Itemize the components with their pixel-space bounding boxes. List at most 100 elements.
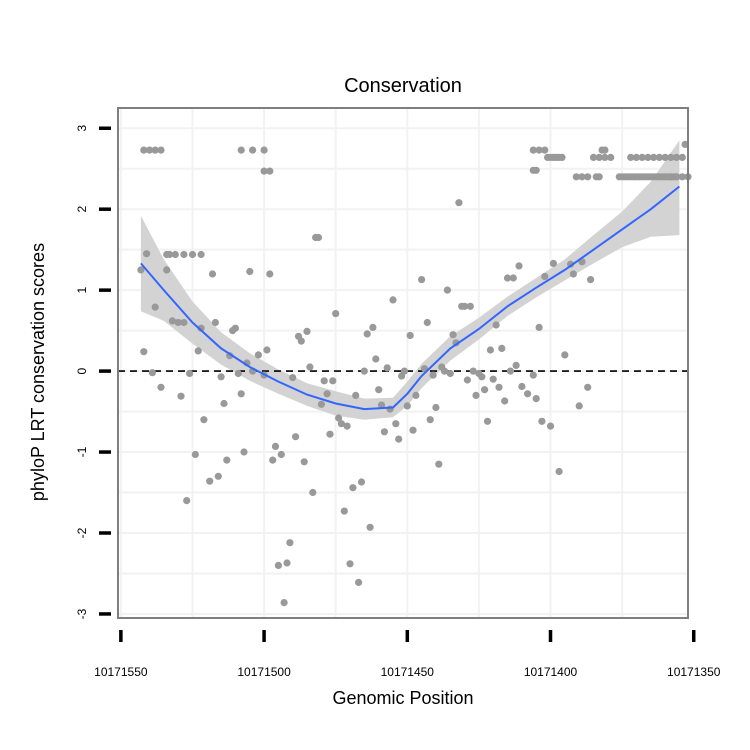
- data-point: [432, 403, 440, 412]
- data-point: [266, 270, 274, 278]
- data-point: [137, 266, 145, 274]
- x-tick-label: 10171500: [237, 665, 291, 679]
- data-point: [309, 488, 317, 497]
- data-point: [678, 173, 686, 181]
- data-point: [512, 361, 520, 369]
- data-point: [535, 323, 543, 331]
- data-point: [655, 153, 664, 161]
- data-point: [489, 375, 497, 383]
- data-point: [237, 390, 245, 398]
- data-point: [549, 259, 558, 267]
- data-point: [541, 272, 549, 280]
- plot-panel: [118, 108, 688, 618]
- data-point: [303, 327, 311, 335]
- data-point: [340, 507, 348, 515]
- data-point: [217, 373, 225, 381]
- data-point: [595, 153, 603, 161]
- y-tick-label: 2: [75, 206, 89, 213]
- data-point: [589, 153, 598, 161]
- data-point: [541, 146, 549, 154]
- y-tick-label: -1: [75, 446, 89, 457]
- data-point: [335, 414, 343, 422]
- data-point: [601, 153, 609, 161]
- data-point: [449, 331, 457, 339]
- data-point: [546, 422, 555, 430]
- data-point: [678, 153, 686, 161]
- data-point: [400, 367, 408, 375]
- data-point: [352, 391, 360, 399]
- data-point: [223, 456, 231, 464]
- data-point: [383, 364, 391, 372]
- data-point: [429, 371, 437, 379]
- data-point: [377, 401, 386, 409]
- data-point: [558, 153, 566, 161]
- data-point: [191, 450, 199, 459]
- data-point: [486, 346, 494, 354]
- data-point: [174, 318, 182, 327]
- data-point: [145, 146, 154, 154]
- data-point: [463, 376, 471, 384]
- data-point: [595, 173, 603, 181]
- y-tick-label: -3: [75, 608, 89, 619]
- data-point: [483, 417, 492, 425]
- data-point: [681, 140, 689, 148]
- data-point: [306, 363, 314, 371]
- data-point: [650, 153, 658, 161]
- x-tick-label: 10171350: [667, 665, 721, 679]
- data-point: [297, 337, 305, 345]
- data-point: [168, 317, 176, 325]
- data-point: [332, 310, 340, 318]
- data-point: [638, 153, 646, 161]
- data-point: [395, 435, 403, 443]
- data-point: [200, 416, 208, 424]
- data-point: [197, 250, 205, 259]
- data-point: [151, 303, 159, 311]
- x-tick-label: 10171400: [524, 665, 578, 679]
- data-point: [466, 302, 474, 310]
- x-tick-label: 10171550: [94, 665, 148, 679]
- data-point: [254, 351, 262, 359]
- data-point: [157, 383, 165, 391]
- data-point: [194, 347, 202, 355]
- data-point: [237, 146, 245, 154]
- data-point: [329, 377, 337, 385]
- data-point: [343, 422, 351, 430]
- y-tick-label: 1: [75, 286, 89, 293]
- data-point: [375, 386, 383, 394]
- data-point: [498, 344, 506, 352]
- data-point: [372, 355, 380, 363]
- data-point: [369, 323, 377, 331]
- x-axis-ticks: 10171550 10171500 10171450 10171400 10171350: [94, 630, 721, 679]
- data-point: [503, 274, 512, 282]
- data-point: [320, 377, 328, 385]
- y-axis-ticks: -3 -2 -1 0 1 2 3: [75, 125, 111, 619]
- data-point: [186, 369, 194, 378]
- panel-border: [117, 107, 689, 619]
- data-point: [587, 276, 595, 284]
- data-point: [506, 367, 514, 375]
- data-point: [584, 173, 592, 181]
- data-point: [443, 286, 451, 294]
- data-point: [632, 153, 641, 161]
- data-point: [366, 523, 374, 531]
- data-point: [538, 417, 546, 425]
- y-tick-label: 3: [75, 125, 89, 132]
- data-point: [529, 146, 537, 154]
- data-point: [435, 460, 443, 468]
- data-point: [644, 153, 652, 161]
- data-point: [300, 458, 308, 466]
- x-tick-label: 10171450: [381, 665, 435, 679]
- data-point: [446, 369, 454, 378]
- data-point: [271, 442, 280, 450]
- data-point: [555, 467, 563, 476]
- data-point: [231, 324, 239, 332]
- data-point: [277, 450, 285, 459]
- data-point: [578, 173, 586, 181]
- data-point: [535, 146, 543, 154]
- y-tick-label: 0: [75, 367, 89, 374]
- data-point: [492, 321, 500, 329]
- data-point: [672, 153, 681, 161]
- data-point: [269, 456, 277, 464]
- data-point: [151, 146, 159, 154]
